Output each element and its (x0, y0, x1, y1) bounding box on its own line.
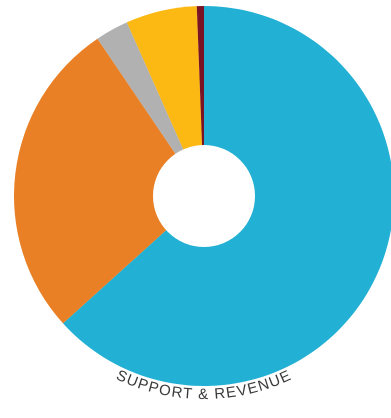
pie-slice-4 (126, 6, 204, 197)
pie-slice-2 (14, 38, 204, 324)
donut-hole (153, 145, 255, 247)
